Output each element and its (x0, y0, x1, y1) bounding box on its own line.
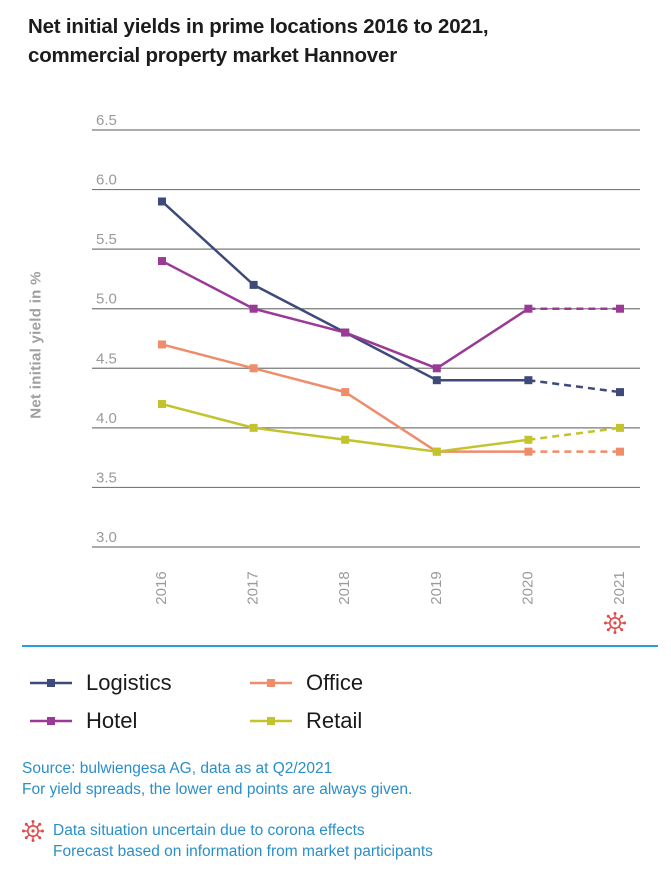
data-point-hotel (432, 364, 441, 373)
series-forecast-line-logistics (528, 378, 621, 394)
chart-title-line-1: Net initial yields in prime locations 20… (28, 15, 489, 38)
chart-title-line-2: commercial property market Hannover (28, 44, 397, 67)
data-point-logistics (249, 280, 258, 289)
data-point-retail (616, 423, 624, 432)
data-point-office (158, 340, 166, 349)
virus-icon (604, 612, 626, 634)
corona-note-line-2: Forecast based on information from marke… (53, 843, 433, 860)
series-line-office (161, 343, 529, 453)
y-tick-label: 6.0 (96, 172, 117, 189)
legend-item-retail: Retail (248, 704, 362, 738)
data-point-hotel (616, 304, 624, 313)
data-point-office (249, 364, 258, 373)
data-point-office (616, 447, 624, 456)
legend-label-logistics: Logistics (86, 670, 172, 695)
legend-item-logistics: Logistics (28, 666, 172, 700)
series-line-hotel (161, 259, 530, 370)
legend-swatch-retail (250, 717, 292, 725)
y-tick-label: 5.0 (96, 291, 117, 308)
legend-label-office: Office (306, 670, 364, 695)
legend: Logistics Office Hotel Retail (28, 664, 548, 744)
virus-icon (22, 820, 44, 842)
y-tick-label: 3.5 (96, 469, 117, 486)
x-tick-label: 2018 (336, 571, 353, 604)
x-tick-label: 2017 (245, 571, 262, 604)
x-tick-label: 2020 (519, 571, 536, 604)
line-chart: 3.0 3.5 4.0 4.5 5.0 5.5 6.0 6.5 2016 2017 2018 2019… (92, 112, 640, 605)
data-point-retail (249, 423, 258, 432)
data-point-hotel (524, 304, 533, 313)
y-tick-label: 4.0 (96, 410, 117, 427)
y-tick-label: 6.5 (96, 112, 117, 129)
data-point-logistics (524, 376, 533, 385)
legend-swatch-logistics (30, 679, 72, 687)
legend-label-hotel: Hotel (86, 708, 138, 733)
data-point-retail (341, 435, 350, 444)
source-line-1: Source: bulwiengesa AG, data as at Q2/20… (22, 760, 333, 777)
data-point-hotel (158, 257, 166, 266)
x-tick-label: 2019 (428, 571, 445, 604)
data-point-retail (524, 435, 533, 444)
data-point-office (341, 388, 350, 397)
data-point-logistics (432, 376, 441, 385)
data-point-hotel (249, 304, 258, 313)
corona-note: Data situation uncertain due to corona e… (22, 820, 662, 862)
legend-swatch-office (250, 679, 292, 687)
legend-swatch-hotel (30, 717, 72, 725)
legend-item-office: Office (248, 666, 363, 700)
forecast-note-row: Forecast based on information from marke… (22, 841, 662, 862)
corona-note-line-1: Data situation uncertain due to corona e… (53, 822, 365, 839)
corona-note-row: Data situation uncertain due to corona e… (22, 820, 662, 842)
series-forecast-line-retail (528, 426, 621, 442)
data-point-logistics (158, 197, 166, 206)
x-tick-label: 2021 (611, 571, 628, 604)
chart-title: Net initial yields in prime locations 20… (28, 12, 658, 70)
legend-divider (22, 645, 658, 647)
y-tick-label: 3.0 (96, 529, 117, 546)
source-line-2: For yield spreads, the lower end points … (22, 781, 413, 798)
data-point-retail (158, 400, 166, 409)
data-point-logistics (616, 388, 624, 397)
y-tick-label: 4.5 (96, 350, 117, 367)
legend-item-hotel: Hotel (28, 704, 137, 738)
data-point-retail (432, 447, 441, 456)
y-tick-label: 5.5 (96, 231, 117, 248)
source-note: Source: bulwiengesa AG, data as at Q2/20… (22, 758, 662, 800)
data-point-office (524, 447, 533, 456)
data-point-hotel (341, 328, 350, 337)
x-tick-label: 2016 (153, 571, 170, 604)
legend-label-retail: Retail (306, 708, 363, 733)
